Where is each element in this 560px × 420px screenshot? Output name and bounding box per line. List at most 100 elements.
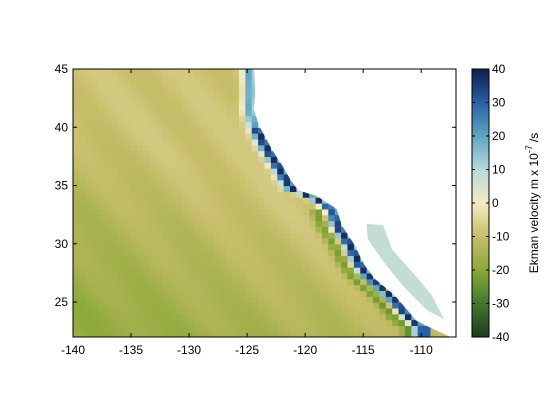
heatmap-cell	[213, 261, 221, 268]
heatmap-cell	[79, 255, 87, 262]
heatmap-cell	[404, 319, 412, 326]
heatmap-cell	[302, 331, 310, 337]
heatmap-cell	[168, 69, 176, 76]
heatmap-cell	[92, 319, 100, 326]
heatmap-cell	[238, 74, 246, 82]
heatmap-cell	[277, 307, 285, 315]
heatmap-cell	[168, 267, 176, 274]
heatmap-cell	[315, 278, 323, 286]
heatmap-cell	[92, 237, 100, 245]
heatmap-cell	[219, 179, 227, 187]
heatmap-cell	[213, 267, 221, 274]
heatmap-cell	[366, 284, 374, 291]
heatmap-cell	[385, 319, 393, 326]
heatmap-cell	[124, 249, 132, 257]
heatmap-cell	[73, 232, 80, 239]
heatmap-cell	[175, 173, 183, 181]
heatmap-cell	[226, 138, 234, 146]
heatmap-cell	[232, 80, 240, 88]
heatmap-cell	[73, 249, 80, 257]
heatmap-cell	[181, 191, 189, 198]
heatmap-cell	[130, 302, 138, 309]
heatmap-cell	[360, 302, 368, 309]
heatmap-cell	[290, 290, 298, 297]
heatmap-cell	[124, 290, 132, 297]
heatmap-cell	[92, 232, 100, 239]
heatmap-cell	[270, 307, 278, 315]
heatmap-cell	[353, 290, 361, 297]
heatmap-cell	[290, 249, 298, 257]
heatmap-cell	[302, 261, 310, 268]
heatmap-cell	[334, 331, 342, 337]
heatmap-cell	[334, 307, 342, 315]
heatmap-cell	[334, 255, 342, 262]
heatmap-cell	[219, 86, 227, 93]
heatmap-cell	[270, 197, 278, 204]
heatmap-cell	[232, 284, 240, 291]
heatmap-cell	[226, 179, 234, 187]
heatmap-cell	[270, 325, 278, 332]
heatmap-cell	[136, 261, 144, 268]
heatmap-cell	[187, 103, 195, 111]
heatmap-cell	[149, 220, 157, 227]
heatmap-cell	[392, 296, 400, 303]
heatmap-cell	[104, 307, 112, 315]
heatmap-cell	[98, 127, 106, 134]
heatmap-cell	[200, 150, 208, 157]
heatmap-cell	[79, 144, 87, 152]
heatmap-cell	[238, 150, 246, 157]
heatmap-cell	[264, 144, 272, 152]
heatmap-cell	[347, 319, 355, 326]
heatmap-cell	[136, 74, 144, 82]
heatmap-cell	[219, 168, 227, 175]
heatmap-cell	[181, 319, 189, 326]
heatmap-cell	[207, 92, 215, 99]
heatmap-cell	[85, 144, 93, 152]
heatmap-cell	[143, 237, 151, 245]
heatmap-cell	[73, 255, 80, 262]
heatmap-cell	[85, 302, 93, 309]
heatmap-cell	[321, 226, 329, 233]
heatmap-cell	[245, 208, 253, 216]
heatmap-cell	[219, 261, 227, 268]
heatmap-cell	[117, 313, 125, 321]
heatmap-cell	[181, 313, 189, 321]
heatmap-cell	[73, 156, 80, 163]
heatmap-cell	[149, 92, 157, 99]
heatmap-cell	[213, 150, 221, 157]
heatmap-cell	[111, 249, 119, 257]
heatmap-cell	[200, 179, 208, 187]
colorbar-tick-label: -20	[492, 263, 510, 277]
heatmap-cell	[207, 98, 215, 105]
heatmap-cell	[302, 267, 310, 274]
heatmap-cell	[124, 197, 132, 204]
colorbar-tick-label: -40	[492, 330, 510, 344]
heatmap-cell	[309, 325, 317, 332]
heatmap-cell	[309, 267, 317, 274]
heatmap-cell	[92, 243, 100, 251]
heatmap-cell	[143, 319, 151, 326]
heatmap-cell	[238, 261, 246, 268]
heatmap-cell	[111, 255, 119, 262]
heatmap-cell	[168, 226, 176, 233]
heatmap-cell	[347, 284, 355, 291]
heatmap-cell	[251, 133, 259, 140]
heatmap-cell	[226, 226, 234, 233]
heatmap-cell	[296, 191, 304, 198]
heatmap-cell	[168, 208, 176, 216]
heatmap-cell	[194, 249, 202, 257]
heatmap-cell	[226, 121, 234, 128]
heatmap-cell	[98, 319, 106, 326]
heatmap-cell	[187, 278, 195, 286]
heatmap-cell	[149, 144, 157, 152]
heatmap-cell	[104, 115, 112, 123]
heatmap-cell	[175, 197, 183, 204]
heatmap-cell	[162, 69, 170, 76]
heatmap-cell	[277, 272, 285, 280]
heatmap-cell	[124, 243, 132, 251]
heatmap-cell	[124, 80, 132, 88]
heatmap-cell	[264, 168, 272, 175]
gulf-water	[366, 224, 456, 326]
heatmap-cell	[79, 103, 87, 111]
heatmap-cell	[296, 319, 304, 326]
